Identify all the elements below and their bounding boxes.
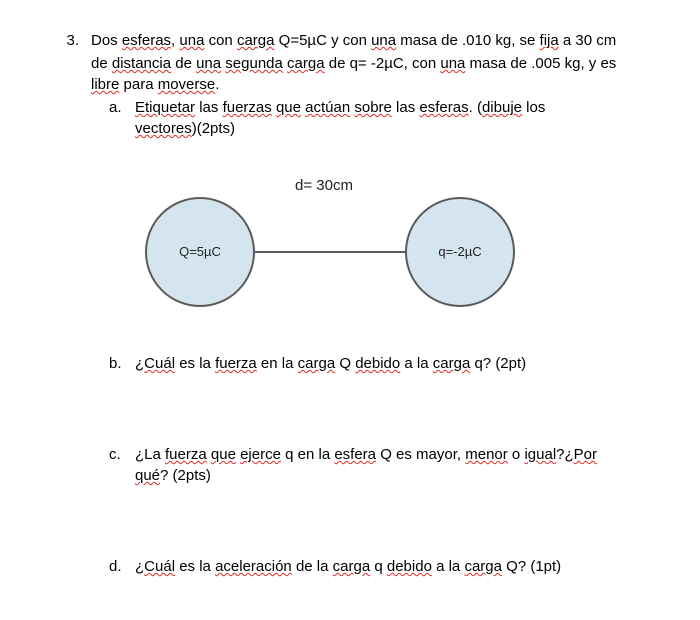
spheres-diagram: d= 30cm Q=5µC q=-2µC <box>145 167 545 317</box>
subitem-a-line2: vectores)(2pts) <box>135 118 665 139</box>
subitem-b: b.¿Cuál es la fuerza en la carga Q debid… <box>135 353 665 374</box>
sphere-right-label: q=-2µC <box>438 243 481 261</box>
subitem-c: c.¿La fuerza que ejerce q en la esfera Q… <box>135 444 665 465</box>
problem-number: 3. <box>61 30 79 51</box>
sphere-left-label: Q=5µC <box>179 243 221 261</box>
subitem-a-label: a. <box>109 97 125 118</box>
sphere-left: Q=5µC <box>145 197 255 307</box>
subitem-c-line2: qué? (2pts) <box>135 465 665 486</box>
subitem-c-label: c. <box>109 444 125 465</box>
problem-stem-line3: libre para moverse. <box>91 74 665 95</box>
connector-line <box>255 251 407 253</box>
distance-label: d= 30cm <box>295 175 353 196</box>
subitem-d: d.¿Cuál es la aceleración de la carga q … <box>135 556 665 577</box>
problem-stem: 3.Dos esferas, una con carga Q=5µC y con… <box>91 30 665 51</box>
sphere-right: q=-2µC <box>405 197 515 307</box>
problem-stem-line2: de distancia de una segunda carga de q= … <box>91 53 665 74</box>
subitem-d-label: d. <box>109 556 125 577</box>
subitem-a: a.Etiquetar las fuerzas que actúan sobre… <box>135 97 665 118</box>
subitem-b-label: b. <box>109 353 125 374</box>
